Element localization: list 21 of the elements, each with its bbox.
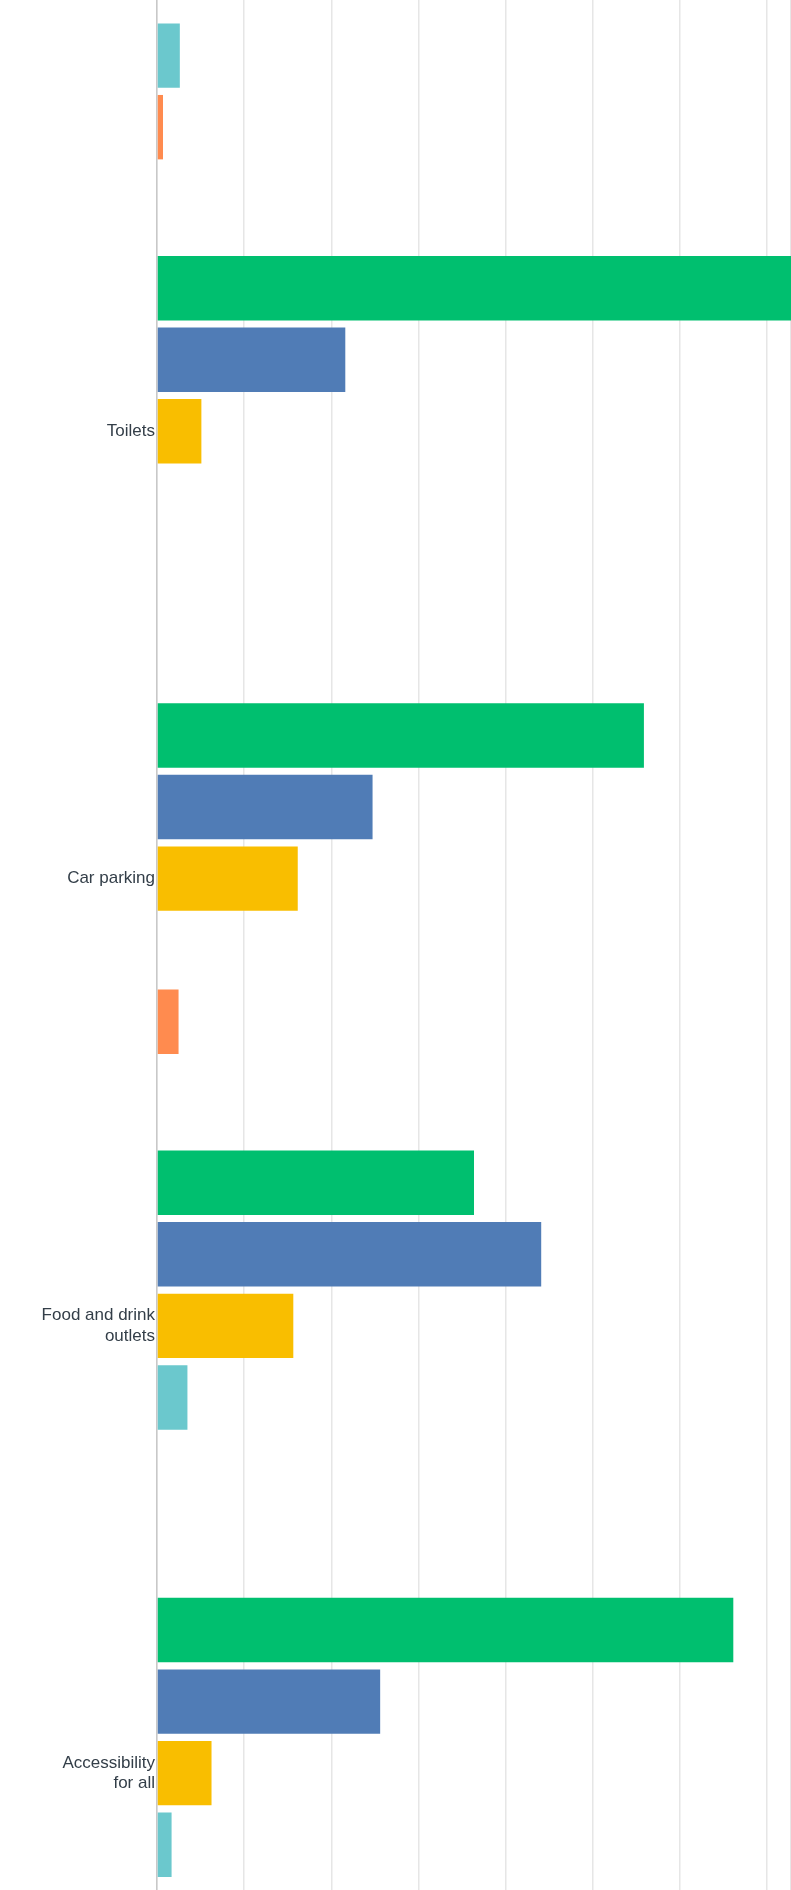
bar: [157, 1365, 188, 1430]
bar: [157, 1669, 381, 1734]
y-tick-label: Toilets: [106, 421, 155, 441]
bar: [157, 1293, 294, 1359]
bar: [157, 774, 373, 840]
bar: [157, 399, 202, 464]
y-tick-label: Accessibility for all: [62, 1752, 156, 1793]
bar: [157, 989, 179, 1054]
bar: [157, 23, 180, 88]
y-tick-label: Car parking: [67, 868, 155, 888]
bar: [157, 1812, 172, 1877]
bar: [157, 327, 346, 392]
bar: [157, 846, 298, 911]
bar: [157, 1597, 734, 1663]
bar: [157, 255, 791, 321]
bar: [157, 1222, 542, 1287]
y-tick-label: Food and drink outlets: [41, 1305, 156, 1345]
bar: [157, 1150, 474, 1215]
bar: [157, 703, 644, 768]
bar: [157, 1740, 212, 1806]
bar: [157, 94, 164, 160]
